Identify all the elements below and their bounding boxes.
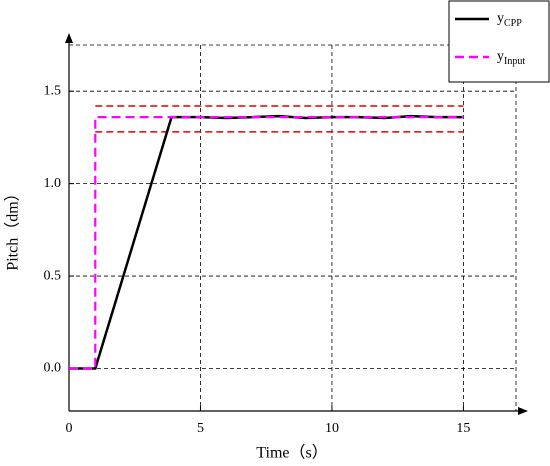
y-tick-label: 0.5 [44,268,62,283]
legend-label: yCPP [497,11,522,29]
legend-box [448,0,550,83]
x-axis-arrow [518,407,528,415]
y-axis-title: Pitch（dm） [4,185,22,270]
y-tick-label: 0.0 [44,361,62,376]
x-axis-title: Time（s） [256,444,327,462]
y-tick-label: 1.0 [44,176,62,191]
x-tick-label: 5 [197,421,204,436]
x-tick-label: 0 [66,421,73,436]
series-line [69,115,464,370]
x-tick-label: 10 [325,421,339,436]
y-axis-arrow [65,33,73,43]
x-tick-label: 15 [456,421,470,436]
y-tick-label: 1.5 [44,83,62,98]
legend-label: yInput [497,49,525,67]
series-line [69,114,464,370]
